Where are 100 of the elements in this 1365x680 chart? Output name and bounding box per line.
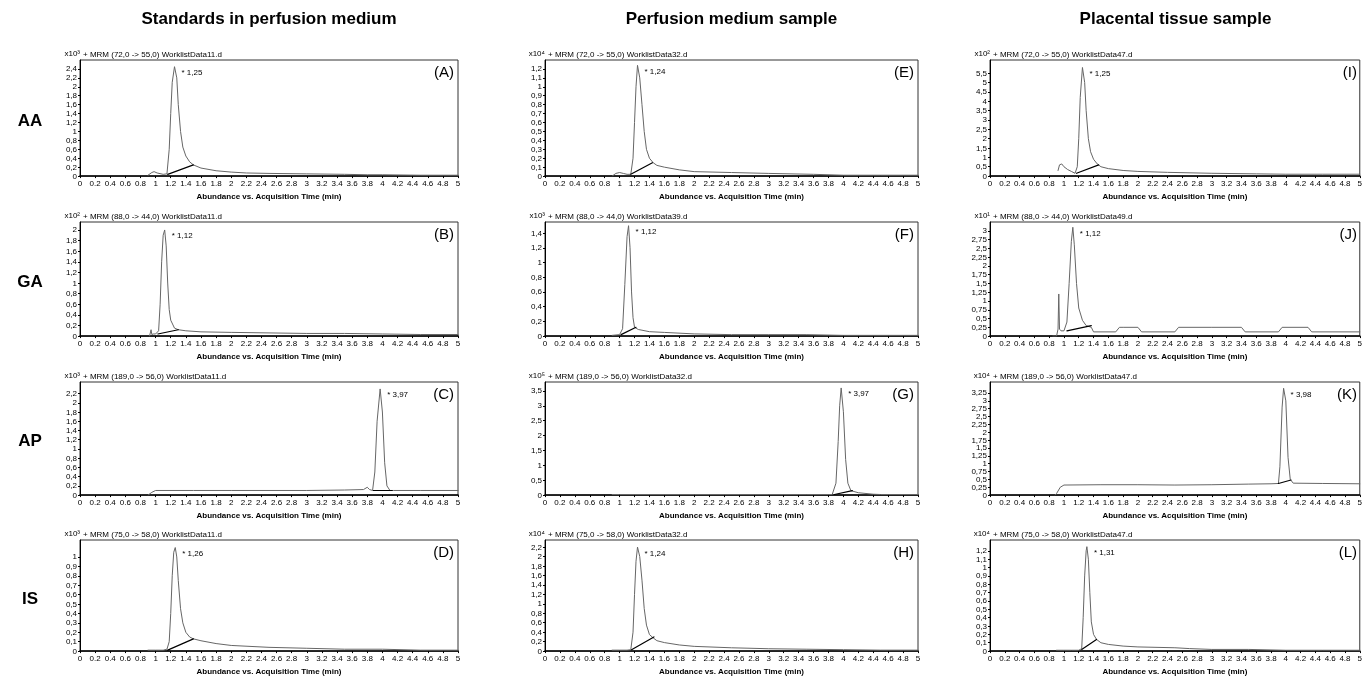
x-tick-label: 1.6 — [658, 653, 671, 663]
x-tick-label: 1.8 — [210, 178, 223, 188]
y-tick-label: 1 — [982, 296, 988, 306]
y-tick-label: 0,4 — [65, 608, 78, 618]
y-tick-label: 0 — [72, 490, 78, 500]
x-tick-label: 3.2 — [1221, 497, 1233, 507]
x-tick-label: 2.4 — [1161, 338, 1174, 348]
x-tick-label: 4.6 — [422, 178, 434, 188]
y-tick-label: 1,2 — [65, 118, 78, 128]
y-tick-label: 2 — [982, 134, 988, 144]
annotation: * 1,24 — [644, 66, 666, 76]
x-tick-label: 4.8 — [897, 338, 910, 348]
annotation: * 3,97 — [387, 390, 409, 400]
x-tick-label: 0.6 — [119, 497, 132, 507]
x-tick-label: 4.8 — [1339, 497, 1352, 507]
text: GA — [17, 271, 43, 291]
x-tick-label: 4.8 — [1339, 178, 1352, 188]
annotation: (C) — [433, 385, 455, 402]
x-tick-label: 4.4 — [867, 653, 880, 663]
y-tick-label: 0,5 — [975, 604, 988, 614]
x-tick-label: 4.8 — [897, 653, 910, 663]
y-tick-label: 2,2 — [65, 73, 78, 83]
x-tick-label: 0.2 — [999, 178, 1011, 188]
x-tick-label: 0.8 — [599, 338, 611, 348]
x-tick-label: 3.6 — [346, 497, 359, 507]
x-tick-label: 5 — [915, 497, 921, 507]
y-tick-label: 0,5 — [975, 314, 988, 324]
y-tick-label: 0,4 — [65, 472, 78, 482]
x-tick-label: 2.2 — [240, 497, 253, 507]
y-tick-label: 2,25 — [971, 419, 988, 429]
x-tick-label: 0.4 — [1014, 653, 1026, 663]
y-tick-label: 0,8 — [65, 571, 78, 581]
x-tick-label: 2.6 — [1176, 178, 1189, 188]
x-tick-label: 3.8 — [1265, 178, 1278, 188]
x-tick-label: 3 — [766, 338, 772, 348]
x-tick-label: 4.8 — [1339, 653, 1352, 663]
x-tick-label: 3.4 — [331, 338, 344, 348]
y-tick-label: 0,6 — [65, 590, 78, 600]
x-tick-label: 3.8 — [1265, 653, 1278, 663]
x-tick-label: 4.2 — [391, 178, 404, 188]
y-tick-label: 2,2 — [530, 542, 543, 552]
x-tick-label: 2.6 — [733, 497, 746, 507]
x-tick-label: 2.6 — [271, 497, 283, 507]
x-tick-label: 3.8 — [822, 497, 835, 507]
x-tick-label: 2.2 — [703, 497, 716, 507]
x-tick-label: 2.8 — [286, 178, 298, 188]
x-tick-label: 4.2 — [391, 653, 404, 663]
y-tick-label: 0 — [72, 646, 78, 656]
x-tick-label: 2.6 — [271, 653, 283, 663]
x-tick-label: 4.2 — [1295, 338, 1307, 348]
y-tick-label: 0,8 — [975, 579, 988, 589]
x-tick-label: 1.6 — [658, 178, 671, 188]
x-tick-label: 1.2 — [628, 178, 641, 188]
x-tick-label: 3.8 — [1265, 338, 1278, 348]
x-tick-label: 1 — [153, 178, 159, 188]
y-tick-label: 0 — [72, 171, 78, 181]
y-tick-label: 0,4 — [65, 153, 78, 163]
x-axis-title: Abundance vs. Acquisition Time (min) — [196, 666, 342, 676]
x-tick-label: 3.4 — [1235, 653, 1248, 663]
x-tick-label: 2.4 — [1161, 497, 1174, 507]
y-tick-label: 0,7 — [975, 588, 988, 598]
y-tick-label: 1 — [72, 444, 78, 454]
y-tick-label: 0,2 — [530, 316, 543, 326]
line-series — [1057, 66, 1361, 175]
x-tick-label: 1 — [153, 497, 159, 507]
x-tick-label: 3.2 — [316, 338, 329, 348]
x-tick-label: 4.6 — [422, 653, 434, 663]
x-tick-label: 1.4 — [1087, 178, 1100, 188]
y-tick-label: 0,2 — [975, 629, 988, 639]
y-tick-label: 0,4 — [975, 613, 988, 623]
x-tick-label: 4 — [841, 497, 847, 507]
x-tick-label: 4.4 — [867, 178, 880, 188]
y-tick-label: 1 — [537, 460, 543, 470]
x-tick-label: 3.8 — [1265, 497, 1278, 507]
y-tick-label: 1,8 — [65, 91, 78, 101]
x-tick-label: 0.2 — [554, 338, 567, 348]
y-tick-label: 0,8 — [530, 272, 543, 282]
x-tick-label: 1.2 — [1073, 653, 1085, 663]
x-tick-label: 4.2 — [391, 497, 404, 507]
annotation: (F) — [894, 225, 914, 242]
x-tick-label: 4.2 — [852, 653, 865, 663]
y-tick-label: 0,8 — [65, 135, 78, 145]
x-tick-label: 0.2 — [554, 178, 567, 188]
y-tick-label: 1,5 — [975, 143, 988, 153]
y-tick-label: 0,8 — [530, 608, 543, 618]
x-tick-label: 1.6 — [1102, 178, 1115, 188]
x-tick-label: 1 — [617, 653, 623, 663]
x-tick-label: 4.8 — [437, 497, 449, 507]
annotation: (E) — [894, 63, 914, 80]
x-axis-title: Abundance vs. Acquisition Time (min) — [1102, 191, 1248, 201]
x-tick-label: 4.2 — [1295, 653, 1307, 663]
x-tick-label: 2.4 — [718, 178, 731, 188]
y-tick-label: 0,25 — [971, 322, 988, 332]
x-tick-label: 3.2 — [1221, 178, 1233, 188]
y-tick-label: 0,6 — [975, 596, 988, 606]
y-tick-label: 0,2 — [65, 627, 78, 637]
y-tick-label: 2 — [72, 82, 78, 92]
x-tick-label: 0.2 — [999, 338, 1011, 348]
y-tick-label: 2,5 — [975, 124, 988, 134]
x-tick-label: 3.8 — [822, 338, 835, 348]
